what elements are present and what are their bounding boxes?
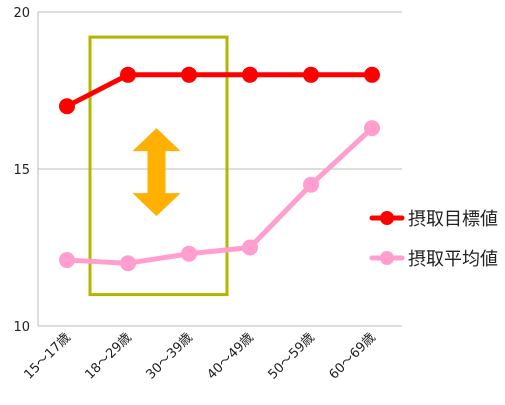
grid-layer [38, 11, 402, 327]
data-point [364, 66, 380, 83]
data-point [242, 239, 258, 256]
data-point [242, 66, 258, 83]
data-point [120, 66, 136, 83]
x-tick-label: 18～29歳 [82, 330, 134, 382]
y-tick-label: 15 [13, 163, 30, 178]
data-point [120, 255, 136, 272]
series-line-1 [64, 125, 375, 266]
legend-label-0: 摂取目標値 [408, 209, 498, 230]
x-tick-label: 30～39歳 [143, 330, 195, 382]
legend-marker-0 [380, 211, 394, 225]
data-point [181, 66, 197, 83]
double-arrow [132, 128, 181, 217]
data-point [303, 66, 319, 83]
highlight-box [88, 35, 229, 297]
y-tick-label: 20 [13, 6, 30, 21]
data-point [59, 98, 75, 115]
data-point [59, 252, 75, 269]
data-point [303, 176, 319, 193]
series-layer [59, 66, 380, 272]
x-tick-label: 40～49歳 [204, 330, 256, 382]
data-point [181, 245, 197, 262]
legend-label-1: 摂取平均値 [408, 249, 498, 270]
legend-marker-1 [380, 251, 394, 265]
x-tick-label: 60～69歳 [326, 330, 378, 382]
x-tick-label: 15～17歳 [21, 330, 73, 382]
data-point [364, 120, 380, 137]
series-line-0 [64, 72, 375, 109]
annotation-layer [88, 35, 229, 297]
y-tick-label: 10 [13, 320, 30, 335]
x-tick-label: 50～59歳 [265, 330, 317, 382]
